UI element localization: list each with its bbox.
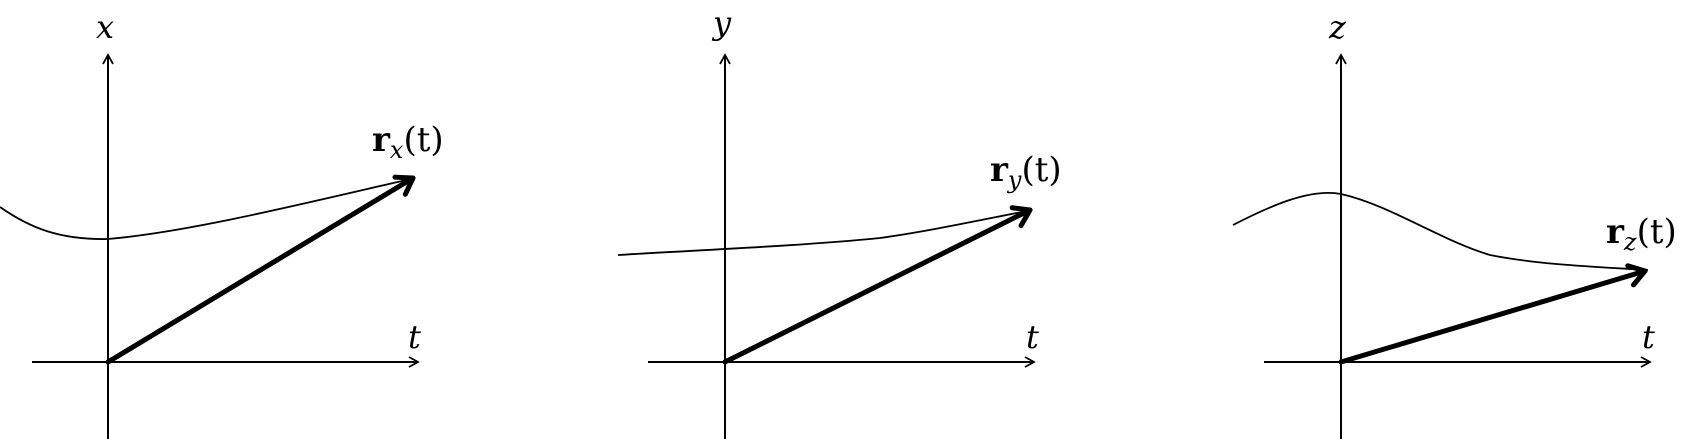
trajectory-curve-x <box>0 177 416 240</box>
panel-z: z rz(t) t <box>1232 8 1677 439</box>
vector-r-y <box>722 205 1033 365</box>
y-axis-label: y <box>711 4 732 42</box>
z-axis-label: z <box>1328 8 1347 46</box>
t-axis-label-z-panel: t <box>1642 318 1655 356</box>
vector-label-r-x: rx(t) <box>372 120 444 164</box>
t-axis-label-x-panel: t <box>408 318 421 356</box>
vector-r-x <box>105 174 416 365</box>
trajectory-curve-z <box>1232 192 1649 271</box>
vector-r-z <box>1338 263 1648 365</box>
trajectory-curve-y <box>617 209 1033 256</box>
panel-y: y t ry(t) <box>617 4 1062 439</box>
vector-label-r-z: rz(t) <box>1606 212 1677 256</box>
x-axis-label: x <box>96 8 114 46</box>
vector-label-r-y: ry(t) <box>990 150 1062 194</box>
panel-x: x t rx(t) <box>0 8 444 439</box>
t-axis-label-y-panel: t <box>1026 318 1039 356</box>
